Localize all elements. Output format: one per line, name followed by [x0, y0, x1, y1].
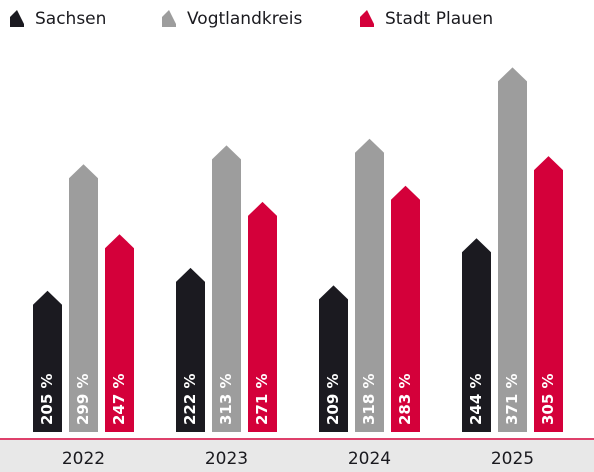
x-tick-label: 2025 [491, 449, 534, 469]
bar [462, 238, 491, 432]
bar [176, 267, 205, 432]
bar [534, 156, 563, 432]
value-label: 318 % [360, 373, 378, 425]
legend-label: Stadt Plauen [385, 9, 493, 29]
value-label: 313 % [217, 373, 235, 425]
bar [212, 145, 241, 432]
bar [248, 201, 277, 432]
value-label: 244 % [467, 373, 485, 425]
bar [105, 234, 134, 432]
bar [319, 285, 348, 432]
value-label: 222 % [181, 373, 199, 425]
axis-band [0, 440, 594, 472]
bar [355, 138, 384, 432]
x-tick-label: 2022 [62, 449, 105, 469]
bar [498, 67, 527, 432]
value-label: 271 % [253, 373, 271, 425]
legend-label: Sachsen [35, 9, 106, 29]
value-label: 209 % [324, 373, 342, 425]
x-tick-label: 2023 [205, 449, 248, 469]
bar [69, 164, 98, 432]
legend-icon [162, 10, 176, 27]
value-label: 371 % [503, 373, 521, 425]
legend-icon [360, 10, 374, 27]
value-label: 205 % [38, 373, 56, 425]
legend-icon [10, 10, 24, 27]
legend-label: Vogtlandkreis [187, 9, 303, 29]
bar [391, 185, 420, 432]
value-label: 305 % [539, 373, 557, 425]
bar [33, 290, 62, 432]
value-label: 283 % [396, 373, 414, 425]
x-tick-label: 2024 [348, 449, 391, 469]
value-label: 247 % [110, 373, 128, 425]
value-label: 299 % [74, 373, 92, 425]
